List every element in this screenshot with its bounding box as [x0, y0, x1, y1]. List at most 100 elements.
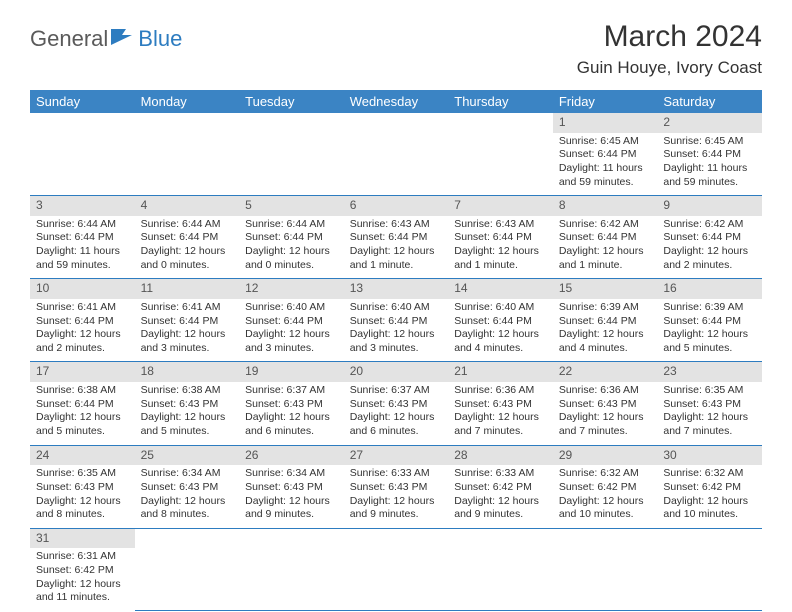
day-number-row: 10111213141516 [30, 279, 762, 299]
day-detail [30, 133, 135, 196]
day-detail: Sunrise: 6:34 AM Sunset: 6:43 PM Dayligh… [135, 465, 240, 528]
day-detail: Sunrise: 6:38 AM Sunset: 6:43 PM Dayligh… [135, 382, 240, 445]
day-number: 18 [135, 362, 240, 382]
day-number: 31 [30, 528, 135, 548]
day-detail [344, 548, 449, 611]
day-detail: Sunrise: 6:37 AM Sunset: 6:43 PM Dayligh… [239, 382, 344, 445]
calendar-table: Sunday Monday Tuesday Wednesday Thursday… [30, 90, 762, 611]
day-number [30, 113, 135, 133]
day-number-row: 3456789 [30, 196, 762, 216]
day-detail: Sunrise: 6:39 AM Sunset: 6:44 PM Dayligh… [553, 299, 658, 362]
day-detail [239, 133, 344, 196]
day-number-row: 31 [30, 528, 762, 548]
weekday-header: Thursday [448, 90, 553, 113]
day-number: 6 [344, 196, 449, 216]
day-number: 16 [657, 279, 762, 299]
day-number: 10 [30, 279, 135, 299]
day-number: 3 [30, 196, 135, 216]
calendar-body: 12Sunrise: 6:45 AM Sunset: 6:44 PM Dayli… [30, 113, 762, 611]
day-number [135, 113, 240, 133]
day-number: 5 [239, 196, 344, 216]
day-detail: Sunrise: 6:43 AM Sunset: 6:44 PM Dayligh… [448, 216, 553, 279]
day-detail: Sunrise: 6:33 AM Sunset: 6:43 PM Dayligh… [344, 465, 449, 528]
page-subtitle: Guin Houye, Ivory Coast [577, 58, 762, 78]
day-number: 9 [657, 196, 762, 216]
brand-name-1: General [30, 26, 108, 52]
weekday-header: Wednesday [344, 90, 449, 113]
weekday-header-row: Sunday Monday Tuesday Wednesday Thursday… [30, 90, 762, 113]
day-number: 26 [239, 445, 344, 465]
day-number: 1 [553, 113, 658, 133]
day-number: 12 [239, 279, 344, 299]
page-title: March 2024 [577, 20, 762, 54]
day-number: 23 [657, 362, 762, 382]
day-number [135, 528, 240, 548]
day-detail: Sunrise: 6:38 AM Sunset: 6:44 PM Dayligh… [30, 382, 135, 445]
day-number: 4 [135, 196, 240, 216]
day-number: 27 [344, 445, 449, 465]
day-number: 22 [553, 362, 658, 382]
day-detail: Sunrise: 6:40 AM Sunset: 6:44 PM Dayligh… [239, 299, 344, 362]
day-detail [135, 548, 240, 611]
weekday-header: Friday [553, 90, 658, 113]
day-detail: Sunrise: 6:36 AM Sunset: 6:43 PM Dayligh… [553, 382, 658, 445]
day-number: 30 [657, 445, 762, 465]
day-number: 20 [344, 362, 449, 382]
day-number: 29 [553, 445, 658, 465]
weekday-header: Saturday [657, 90, 762, 113]
day-detail: Sunrise: 6:39 AM Sunset: 6:44 PM Dayligh… [657, 299, 762, 362]
day-detail [239, 548, 344, 611]
day-detail: Sunrise: 6:37 AM Sunset: 6:43 PM Dayligh… [344, 382, 449, 445]
day-detail [135, 133, 240, 196]
day-detail-row: Sunrise: 6:45 AM Sunset: 6:44 PM Dayligh… [30, 133, 762, 196]
day-detail: Sunrise: 6:41 AM Sunset: 6:44 PM Dayligh… [135, 299, 240, 362]
day-detail [448, 548, 553, 611]
day-number: 8 [553, 196, 658, 216]
day-detail: Sunrise: 6:44 AM Sunset: 6:44 PM Dayligh… [135, 216, 240, 279]
day-number-row: 17181920212223 [30, 362, 762, 382]
day-number: 19 [239, 362, 344, 382]
day-detail: Sunrise: 6:34 AM Sunset: 6:43 PM Dayligh… [239, 465, 344, 528]
title-block: March 2024 Guin Houye, Ivory Coast [577, 20, 762, 78]
brand-logo: General Blue [30, 26, 182, 52]
day-detail: Sunrise: 6:45 AM Sunset: 6:44 PM Dayligh… [553, 133, 658, 196]
day-number-row: 12 [30, 113, 762, 133]
day-number: 28 [448, 445, 553, 465]
weekday-header: Monday [135, 90, 240, 113]
day-number-row: 24252627282930 [30, 445, 762, 465]
day-detail: Sunrise: 6:40 AM Sunset: 6:44 PM Dayligh… [448, 299, 553, 362]
day-detail-row: Sunrise: 6:31 AM Sunset: 6:42 PM Dayligh… [30, 548, 762, 611]
day-detail [448, 133, 553, 196]
day-detail: Sunrise: 6:35 AM Sunset: 6:43 PM Dayligh… [30, 465, 135, 528]
weekday-header: Sunday [30, 90, 135, 113]
day-number: 2 [657, 113, 762, 133]
day-number: 15 [553, 279, 658, 299]
day-detail [657, 548, 762, 611]
day-number: 24 [30, 445, 135, 465]
day-number [657, 528, 762, 548]
day-number [448, 528, 553, 548]
day-detail [344, 133, 449, 196]
day-detail: Sunrise: 6:32 AM Sunset: 6:42 PM Dayligh… [553, 465, 658, 528]
brand-name-2: Blue [138, 26, 182, 52]
day-detail-row: Sunrise: 6:38 AM Sunset: 6:44 PM Dayligh… [30, 382, 762, 445]
day-detail-row: Sunrise: 6:35 AM Sunset: 6:43 PM Dayligh… [30, 465, 762, 528]
flag-icon [110, 27, 136, 52]
day-detail: Sunrise: 6:33 AM Sunset: 6:42 PM Dayligh… [448, 465, 553, 528]
day-number [448, 113, 553, 133]
day-number: 25 [135, 445, 240, 465]
header: General Blue March 2024 Guin Houye, Ivor… [30, 20, 762, 78]
day-detail-row: Sunrise: 6:44 AM Sunset: 6:44 PM Dayligh… [30, 216, 762, 279]
day-number [344, 528, 449, 548]
day-detail: Sunrise: 6:44 AM Sunset: 6:44 PM Dayligh… [30, 216, 135, 279]
day-detail: Sunrise: 6:44 AM Sunset: 6:44 PM Dayligh… [239, 216, 344, 279]
day-detail: Sunrise: 6:45 AM Sunset: 6:44 PM Dayligh… [657, 133, 762, 196]
day-detail: Sunrise: 6:42 AM Sunset: 6:44 PM Dayligh… [553, 216, 658, 279]
day-number: 7 [448, 196, 553, 216]
day-number: 14 [448, 279, 553, 299]
weekday-header: Tuesday [239, 90, 344, 113]
day-number: 11 [135, 279, 240, 299]
day-number: 17 [30, 362, 135, 382]
day-detail: Sunrise: 6:40 AM Sunset: 6:44 PM Dayligh… [344, 299, 449, 362]
day-detail-row: Sunrise: 6:41 AM Sunset: 6:44 PM Dayligh… [30, 299, 762, 362]
